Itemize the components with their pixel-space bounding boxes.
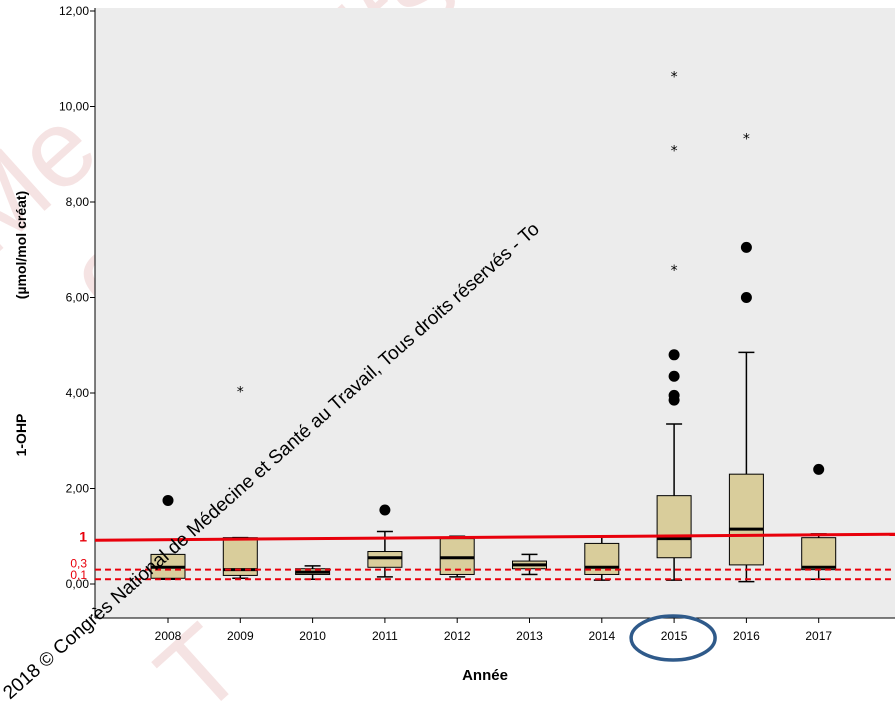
box-iqr bbox=[728, 473, 764, 566]
x-tick-label: 2011 bbox=[372, 629, 398, 643]
reference-label-1: 1 bbox=[79, 528, 87, 544]
box-2011 bbox=[367, 504, 403, 578]
y-tick-label: 12,00 bbox=[59, 4, 89, 18]
box-iqr bbox=[367, 551, 403, 568]
extreme-point: * bbox=[671, 69, 678, 85]
x-tick-label: 2014 bbox=[588, 629, 615, 643]
highlight-ellipse-2015 bbox=[629, 614, 717, 662]
y-axis: 0,00 2,00 4,00 6,00 8,00 10,00 12,00 bbox=[59, 4, 96, 618]
extreme-point: * bbox=[237, 385, 244, 401]
y-tick-label: 2,00 bbox=[66, 482, 90, 496]
y-tick-label: 0,00 bbox=[66, 577, 90, 591]
x-axis: 2008 2009 2010 2011 2012 2013 2014 2015 2016 2017 bbox=[95, 617, 895, 643]
box-series: * * * * * bbox=[150, 69, 837, 583]
x-tick-label: 2010 bbox=[299, 629, 326, 643]
box-2015: * * * bbox=[656, 69, 692, 581]
outlier-point bbox=[740, 292, 752, 303]
reference-lines: 1 0,30,1 bbox=[70, 528, 895, 582]
reference-label-0,3: 0,3 bbox=[70, 557, 87, 571]
y-axis-label-title: 1-OHP bbox=[13, 414, 29, 457]
box-2014 bbox=[584, 535, 620, 581]
outlier-point bbox=[813, 463, 825, 475]
extreme-point: * bbox=[671, 263, 678, 279]
x-tick-label: 2009 bbox=[227, 629, 254, 643]
outlier-point bbox=[379, 504, 391, 516]
x-tick-label: 2012 bbox=[444, 629, 471, 643]
x-tick-label: 2016 bbox=[733, 629, 760, 643]
reference-label-0,1: 0,1 bbox=[70, 568, 87, 582]
outlier-point bbox=[668, 349, 680, 361]
x-tick-label: 2017 bbox=[805, 629, 832, 643]
y-tick-label: 10,00 bbox=[59, 100, 89, 114]
outlier-point bbox=[740, 241, 752, 253]
box-iqr bbox=[656, 495, 692, 559]
x-tick-label: 2013 bbox=[516, 629, 543, 643]
outlier-point bbox=[668, 389, 680, 401]
outlier-point bbox=[668, 370, 680, 382]
y-tick-label: 6,00 bbox=[66, 291, 90, 305]
x-tick-label: 2008 bbox=[155, 629, 182, 643]
y-tick-label: 4,00 bbox=[66, 386, 90, 400]
box-2013 bbox=[512, 553, 547, 576]
box-2012 bbox=[439, 535, 475, 578]
box-2016: * bbox=[728, 132, 764, 583]
y-tick-label: 8,00 bbox=[66, 195, 90, 209]
extreme-point: * bbox=[671, 143, 678, 159]
x-tick-label: 2015 bbox=[661, 629, 688, 643]
y-axis-label-unit: (µmol/mol créat) bbox=[13, 191, 29, 299]
plot-area bbox=[95, 8, 895, 618]
box-iqr bbox=[801, 537, 837, 571]
reference-line-1 bbox=[94, 532, 895, 542]
outlier-point bbox=[162, 494, 174, 506]
x-axis-label: Année bbox=[462, 667, 508, 684]
extreme-point: * bbox=[743, 132, 750, 148]
